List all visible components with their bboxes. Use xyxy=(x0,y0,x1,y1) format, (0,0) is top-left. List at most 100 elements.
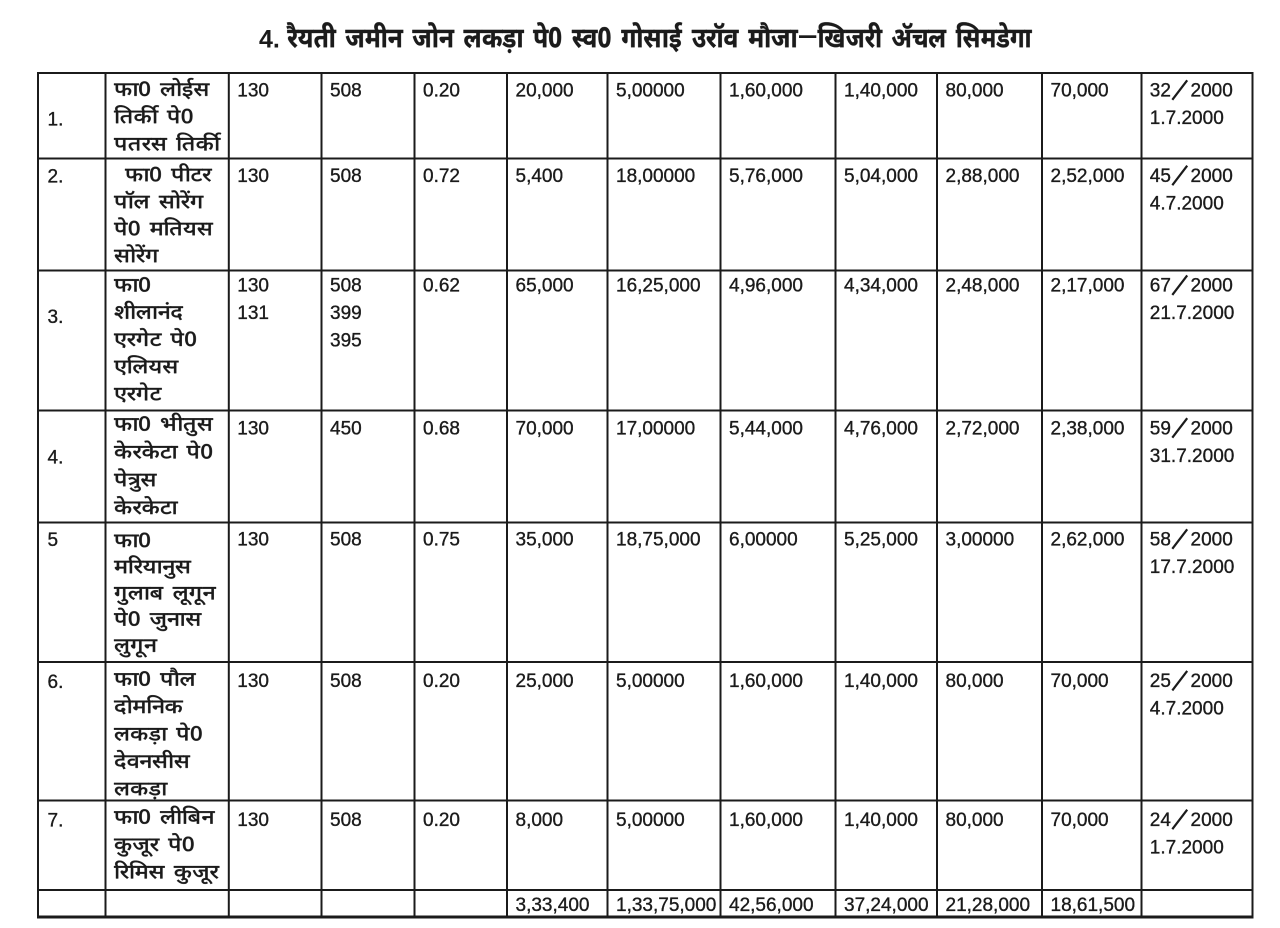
svg-text:508: 508 xyxy=(330,166,362,187)
svg-text:2.: 2. xyxy=(48,166,64,187)
svg-text:4,34,000: 4,34,000 xyxy=(844,276,918,297)
svg-text:18,75,000: 18,75,000 xyxy=(616,529,701,550)
svg-text:1,60,000: 1,60,000 xyxy=(729,80,803,101)
svg-text:35,000: 35,000 xyxy=(516,529,574,550)
svg-text:1,40,000: 1,40,000 xyxy=(844,671,918,692)
svg-text:395: 395 xyxy=(330,330,362,351)
svg-text:5,00000: 5,00000 xyxy=(616,80,685,101)
svg-text:21.7.2000: 21.7.2000 xyxy=(1150,303,1235,324)
svg-text:21,28,000: 21,28,000 xyxy=(946,895,1031,916)
svg-text:8,000: 8,000 xyxy=(516,810,564,831)
svg-text:4.: 4. xyxy=(259,25,280,53)
svg-text:5,25,000: 5,25,000 xyxy=(844,529,918,550)
svg-text:2000: 2000 xyxy=(1191,80,1233,101)
svg-text:2000: 2000 xyxy=(1191,810,1233,831)
svg-text:16,25,000: 16,25,000 xyxy=(616,276,701,297)
svg-text:6,00000: 6,00000 xyxy=(729,529,798,550)
svg-text:399: 399 xyxy=(330,303,362,324)
svg-text:2,38,000: 2,38,000 xyxy=(1051,418,1125,439)
svg-text:1,33,75,000: 1,33,75,000 xyxy=(616,895,716,916)
svg-text:508: 508 xyxy=(330,671,362,692)
svg-text:2000: 2000 xyxy=(1191,529,1233,550)
svg-text:20,000: 20,000 xyxy=(516,80,574,101)
svg-text:70,000: 70,000 xyxy=(516,418,574,439)
svg-text:5,00000: 5,00000 xyxy=(616,671,685,692)
svg-text:130: 130 xyxy=(237,529,269,550)
svg-text:70,000: 70,000 xyxy=(1051,810,1109,831)
svg-text:5,76,000: 5,76,000 xyxy=(729,166,803,187)
svg-text:130: 130 xyxy=(237,810,269,831)
svg-text:1.7.2000: 1.7.2000 xyxy=(1150,837,1224,858)
svg-text:59: 59 xyxy=(1150,418,1171,439)
svg-text:70,000: 70,000 xyxy=(1051,80,1109,101)
svg-text:3,33,400: 3,33,400 xyxy=(516,895,590,916)
svg-text:2,72,000: 2,72,000 xyxy=(946,418,1020,439)
svg-text:6.: 6. xyxy=(48,672,64,693)
svg-text:37,24,000: 37,24,000 xyxy=(844,895,929,916)
svg-text:130: 130 xyxy=(237,166,269,187)
svg-text:42,56,000: 42,56,000 xyxy=(729,895,814,916)
svg-text:2,17,000: 2,17,000 xyxy=(1051,276,1125,297)
svg-text:25,000: 25,000 xyxy=(516,671,574,692)
svg-text:0.68: 0.68 xyxy=(423,418,460,439)
svg-text:0.72: 0.72 xyxy=(423,166,460,187)
svg-text:130: 130 xyxy=(237,80,269,101)
svg-text:508: 508 xyxy=(330,80,362,101)
svg-text:4.7.2000: 4.7.2000 xyxy=(1150,193,1224,214)
svg-text:130: 130 xyxy=(237,671,269,692)
svg-text:25: 25 xyxy=(1150,671,1171,692)
svg-text:131: 131 xyxy=(237,303,269,324)
svg-text:1,60,000: 1,60,000 xyxy=(729,671,803,692)
svg-text:508: 508 xyxy=(330,529,362,550)
svg-text:18,61,500: 18,61,500 xyxy=(1051,895,1136,916)
svg-text:58: 58 xyxy=(1150,529,1171,550)
svg-text:2000: 2000 xyxy=(1191,166,1233,187)
svg-text:130: 130 xyxy=(237,418,269,439)
svg-text:17,00000: 17,00000 xyxy=(616,418,695,439)
svg-text:2,48,000: 2,48,000 xyxy=(946,276,1020,297)
svg-text:80,000: 80,000 xyxy=(946,671,1004,692)
svg-text:1.: 1. xyxy=(48,110,64,131)
svg-text:2000: 2000 xyxy=(1191,418,1233,439)
svg-text:5: 5 xyxy=(48,530,59,551)
svg-text:45: 45 xyxy=(1150,166,1171,187)
svg-text:508: 508 xyxy=(330,276,362,297)
svg-text:65,000: 65,000 xyxy=(516,276,574,297)
svg-text:5,400: 5,400 xyxy=(516,166,564,187)
svg-text:5,44,000: 5,44,000 xyxy=(729,418,803,439)
svg-text:0.62: 0.62 xyxy=(423,276,460,297)
svg-text:3,00000: 3,00000 xyxy=(946,529,1015,550)
svg-text:70,000: 70,000 xyxy=(1051,671,1109,692)
svg-text:4.7.2000: 4.7.2000 xyxy=(1150,699,1224,720)
svg-text:130: 130 xyxy=(237,276,269,297)
svg-text:2000: 2000 xyxy=(1191,671,1233,692)
svg-text:80,000: 80,000 xyxy=(946,810,1004,831)
svg-text:17.7.2000: 17.7.2000 xyxy=(1150,557,1235,578)
svg-text:508: 508 xyxy=(330,810,362,831)
svg-text:4.: 4. xyxy=(48,447,64,468)
svg-text:2,88,000: 2,88,000 xyxy=(946,166,1020,187)
svg-text:0.75: 0.75 xyxy=(423,529,460,550)
svg-text:0.20: 0.20 xyxy=(423,671,460,692)
svg-text:80,000: 80,000 xyxy=(946,80,1004,101)
svg-text:2,62,000: 2,62,000 xyxy=(1051,529,1125,550)
svg-text:2000: 2000 xyxy=(1191,276,1233,297)
svg-text:32: 32 xyxy=(1150,80,1171,101)
svg-text:450: 450 xyxy=(330,418,362,439)
svg-text:1,40,000: 1,40,000 xyxy=(844,810,918,831)
svg-text:0.20: 0.20 xyxy=(423,80,460,101)
svg-text:7.: 7. xyxy=(48,811,64,832)
svg-text:3.: 3. xyxy=(48,307,64,328)
svg-text:1,40,000: 1,40,000 xyxy=(844,80,918,101)
svg-text:1,60,000: 1,60,000 xyxy=(729,810,803,831)
svg-text:5,00000: 5,00000 xyxy=(616,810,685,831)
svg-text:67: 67 xyxy=(1150,276,1171,297)
svg-text:31.7.2000: 31.7.2000 xyxy=(1150,446,1235,467)
svg-text:18,00000: 18,00000 xyxy=(616,166,695,187)
svg-text:24: 24 xyxy=(1150,810,1172,831)
svg-text:4,76,000: 4,76,000 xyxy=(844,418,918,439)
svg-text:0.20: 0.20 xyxy=(423,810,460,831)
svg-text:2,52,000: 2,52,000 xyxy=(1051,166,1125,187)
svg-text:4,96,000: 4,96,000 xyxy=(729,276,803,297)
svg-text:1.7.2000: 1.7.2000 xyxy=(1150,108,1224,129)
